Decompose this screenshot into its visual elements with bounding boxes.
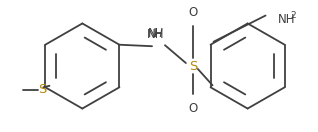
Text: S: S bbox=[189, 60, 197, 72]
Text: 2: 2 bbox=[290, 11, 296, 20]
Text: N: N bbox=[148, 27, 156, 40]
Text: O: O bbox=[188, 102, 197, 115]
Text: H: H bbox=[154, 27, 162, 40]
Text: O: O bbox=[188, 6, 197, 18]
Text: S: S bbox=[38, 83, 47, 96]
Text: NH: NH bbox=[278, 13, 295, 26]
Text: NH: NH bbox=[147, 28, 165, 41]
